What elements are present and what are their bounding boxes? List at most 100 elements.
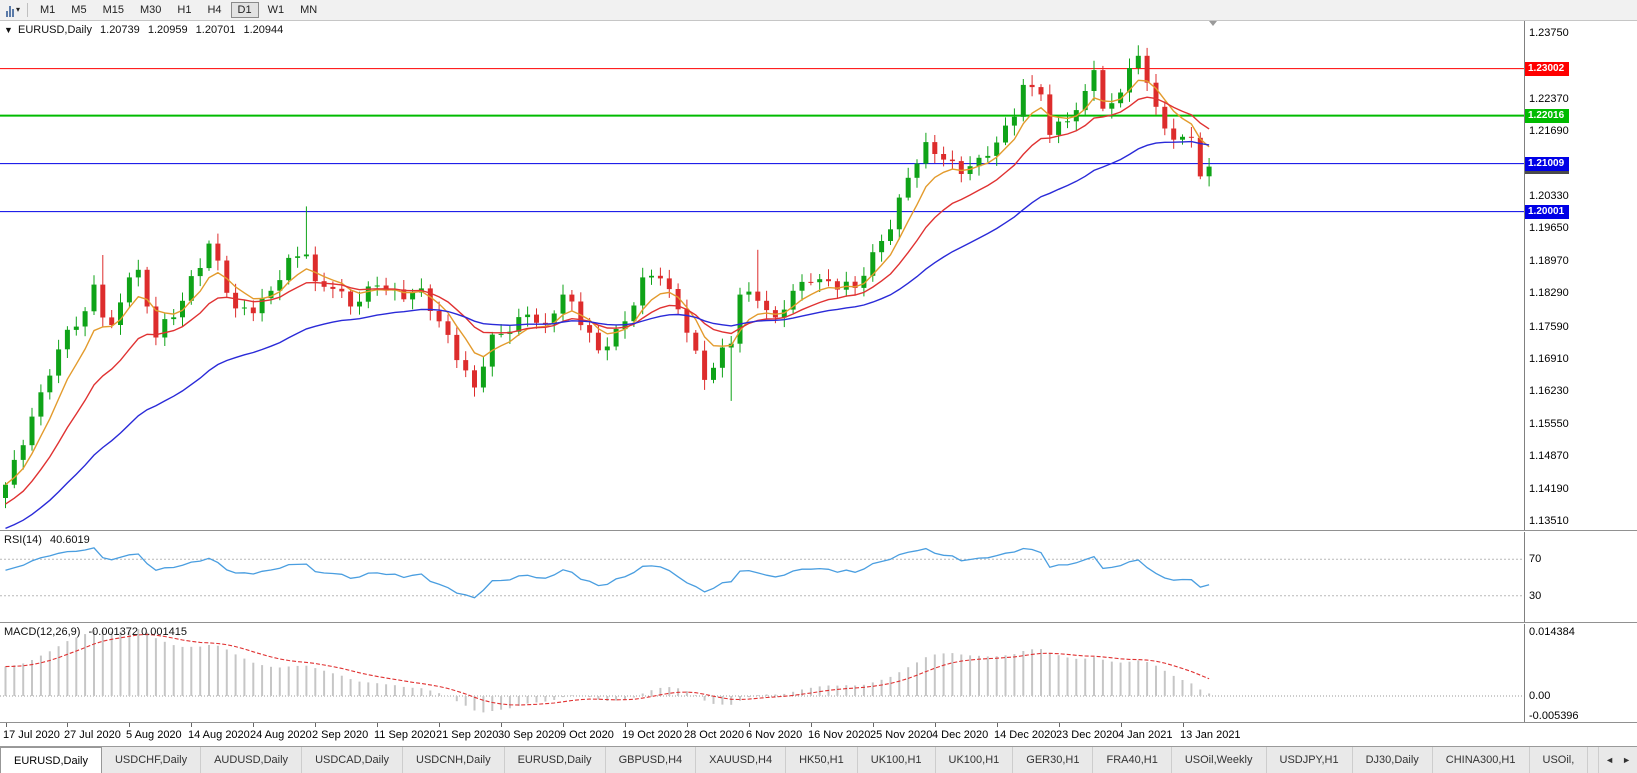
time-axis: 17 Jul 2020 27 Jul 2020 5 Aug 2020 14 Aug 2… <box>0 722 1637 746</box>
date-tick-mark <box>1183 723 1184 727</box>
date-tick-label: 23 Dec 2020 <box>1056 729 1119 741</box>
date-tick-label: 2 Sep 2020 <box>312 729 369 741</box>
rsi-canvas[interactable] <box>0 532 1524 622</box>
date-tick-label: 16 Nov 2020 <box>808 729 871 741</box>
macd-axis-tick: -0.005396 <box>1529 710 1579 722</box>
chart-tabs-bar: EURUSD,Daily USDCHF,Daily AUDUSD,Daily USDC… <box>0 746 1637 773</box>
price-tick: 1.22370 <box>1529 93 1569 105</box>
tabs-scroll-left-button[interactable]: ◄ <box>1605 755 1615 765</box>
date-tick-label: 21 Sep 2020 <box>436 729 499 741</box>
date-tick-label: 25 Nov 2020 <box>870 729 933 741</box>
toolbar-separator <box>27 3 29 17</box>
rsi-axis: 70 30 <box>1524 532 1637 622</box>
price-chart-canvas[interactable] <box>0 21 1524 530</box>
chart-tab-usdcnh-daily[interactable]: USDCNH,Daily <box>403 747 505 773</box>
rsi-label: RSI(14) 40.6019 <box>4 534 95 546</box>
timeframe-button-d1[interactable]: D1 <box>230 1 259 18</box>
chart-menu-icon[interactable]: ▼ <box>4 25 13 35</box>
date-tick-mark <box>501 723 502 727</box>
chart-tab-eurusd-daily[interactable]: EURUSD,Daily <box>0 747 102 773</box>
price-axis: 1.23750 1.22370 1.21690 1.20330 1.19650 1.189… <box>1524 21 1637 530</box>
date-tick-label: 19 Oct 2020 <box>622 729 682 741</box>
chart-period-icon[interactable]: ▾ <box>3 3 23 17</box>
date-tick-label: 5 Aug 2020 <box>126 729 182 741</box>
timeframe-button-mn[interactable]: MN <box>300 3 318 16</box>
ohlc-open: 1.20739 <box>100 24 140 36</box>
price-level-badge: 1.22016 <box>1525 109 1569 123</box>
chart-tab-usdjpy-h1[interactable]: USDJPY,H1 <box>1267 747 1353 773</box>
timeframe-button-m30[interactable]: M30 <box>139 3 162 16</box>
macd-axis-tick: 0.00 <box>1529 690 1551 702</box>
timeframe-button-m15[interactable]: M15 <box>102 3 124 16</box>
chart-tab-usdcad-daily[interactable]: USDCAD,Daily <box>302 747 404 773</box>
date-tick-label: 27 Jul 2020 <box>64 729 121 741</box>
date-tick-mark <box>1059 723 1060 727</box>
chart-tab-audusd-daily[interactable]: AUDUSD,Daily <box>201 747 303 773</box>
date-tick-mark <box>191 723 192 727</box>
chart-tab-usoil[interactable]: USOil, <box>1530 747 1589 773</box>
chart-tab-xauusd-h4[interactable]: XAUUSD,H4 <box>696 747 787 773</box>
timeframe-button-h4[interactable]: H4 <box>207 3 222 16</box>
date-tick-mark <box>377 723 378 727</box>
price-level-badge: 1.23002 <box>1525 62 1569 76</box>
timeframes-toolbar: ▾ M1 M5 M15 M30 H1 H4 D1 W1 MN <box>0 0 1637 21</box>
timeframe-button-m1[interactable]: M1 <box>40 3 56 16</box>
date-tick-label: 24 Aug 2020 <box>250 729 312 741</box>
date-tick-label: 9 Oct 2020 <box>560 729 614 741</box>
date-tick-label: 17 Jul 2020 <box>3 729 60 741</box>
date-tick-mark <box>687 723 688 727</box>
rsi-level-tick: 30 <box>1529 590 1542 602</box>
date-tick-label: 11 Sep 2020 <box>374 729 436 741</box>
date-tick-label: 4 Jan 2021 <box>1118 729 1173 741</box>
date-tick-mark <box>625 723 626 727</box>
price-tick: 1.21690 <box>1529 125 1569 137</box>
macd-axis: 0.014384 0.00 -0.005396 <box>1524 624 1637 722</box>
date-tick-label: 14 Aug 2020 <box>188 729 250 741</box>
tabs-scroll-group: ◄ ► <box>1598 747 1637 773</box>
macd-indicator-panel: MACD(12,26,9) -0.001372 0.001415 0.01438… <box>0 622 1637 722</box>
chart-tab-gbpusd-h4[interactable]: GBPUSD,H4 <box>606 747 697 773</box>
date-tick-mark <box>997 723 998 727</box>
date-tick-mark <box>935 723 936 727</box>
chart-symbol-label: EURUSD,Daily <box>17 24 92 36</box>
chart-tab-dj30-daily[interactable]: DJ30,Daily <box>1353 747 1433 773</box>
date-tick-mark <box>67 723 68 727</box>
date-tick-label: 4 Dec 2020 <box>932 729 989 741</box>
macd-canvas[interactable] <box>0 624 1524 722</box>
price-chart-panel: ▼ EURUSD,Daily 1.20739 1.20959 1.20701 1… <box>0 21 1637 530</box>
chart-tab-hk50-h1[interactable]: HK50,H1 <box>786 747 858 773</box>
macd-values: -0.001372 0.001415 <box>88 626 187 638</box>
price-tick: 1.20330 <box>1529 190 1569 202</box>
chart-tab-fra40-h1[interactable]: FRA40,H1 <box>1093 747 1172 773</box>
chart-tab-eurusd-daily[interactable]: EURUSD,Daily <box>505 747 606 773</box>
chart-tab-usdchf-daily[interactable]: USDCHF,Daily <box>102 747 202 773</box>
price-tick: 1.19650 <box>1529 222 1569 234</box>
price-tick: 1.14870 <box>1529 450 1569 462</box>
date-tick-label: 13 Jan 2021 <box>1180 729 1241 741</box>
tabs-scroll-right-button[interactable]: ► <box>1622 755 1631 765</box>
rsi-value: 40.6019 <box>49 534 90 546</box>
chart-tab-uk100-h1[interactable]: UK100,H1 <box>858 747 936 773</box>
ohlc-low: 1.20701 <box>195 24 236 36</box>
chart-tab-uk100-h1[interactable]: UK100,H1 <box>936 747 1014 773</box>
price-tick: 1.18970 <box>1529 255 1569 267</box>
price-tick: 1.18290 <box>1529 287 1569 299</box>
timeframe-button-w1[interactable]: W1 <box>267 3 285 16</box>
date-tick-label: 30 Sep 2020 <box>498 729 561 741</box>
timeframe-button-m5[interactable]: M5 <box>71 3 87 16</box>
chart-tab-ger30-h1[interactable]: GER30,H1 <box>1013 747 1094 773</box>
date-tick-mark <box>1121 723 1122 727</box>
chart-tab-china300-h1[interactable]: CHINA300,H1 <box>1433 747 1530 773</box>
price-tick: 1.15550 <box>1529 418 1569 430</box>
date-tick-mark <box>6 723 7 727</box>
price-level-badge: 1.20001 <box>1525 205 1569 219</box>
date-tick-mark <box>253 723 254 727</box>
macd-axis-tick: 0.014384 <box>1529 626 1575 638</box>
chevron-down-icon: ▾ <box>16 5 21 14</box>
price-tick: 1.17590 <box>1529 321 1569 333</box>
price-level-badge: 1.21009 <box>1525 157 1569 171</box>
rsi-level-tick: 70 <box>1529 553 1542 565</box>
chart-tab-usoil-weekly[interactable]: USOil,Weekly <box>1172 747 1267 773</box>
timeframe-button-h1[interactable]: H1 <box>177 3 192 16</box>
